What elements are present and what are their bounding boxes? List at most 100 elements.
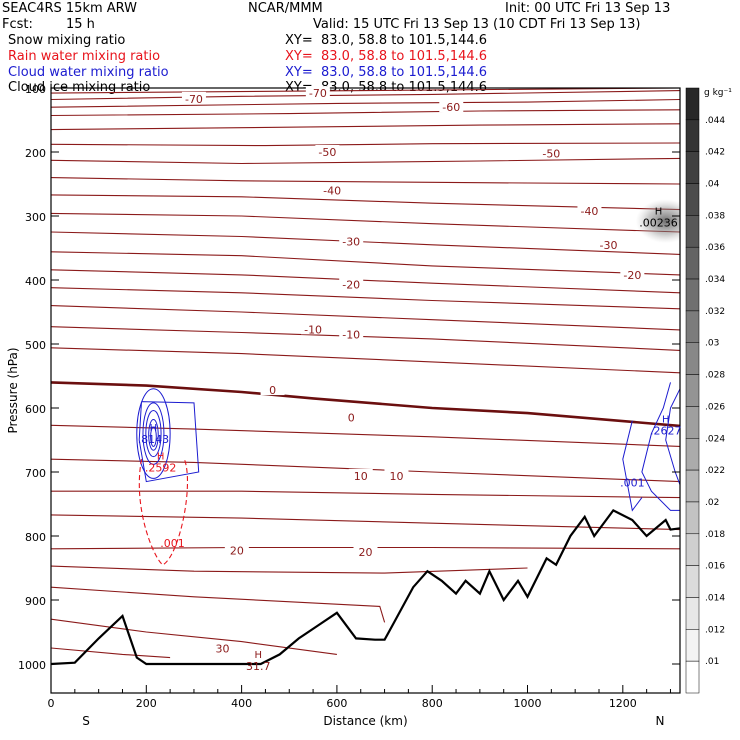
- y-tick-label: 100: [25, 83, 46, 96]
- isotherm-label-bg: [384, 468, 409, 481]
- model-title: SEAC4RS 15km ARW: [2, 1, 138, 16]
- cloud-water-contour: [145, 410, 162, 458]
- isotherm-line: [51, 647, 171, 659]
- y-tick-label: 700: [25, 467, 46, 480]
- isotherm-line: [51, 90, 680, 101]
- x-tick-label: 600: [326, 697, 347, 710]
- isotherm-label-bg: [210, 641, 235, 654]
- colorbar-segment: [685, 501, 700, 535]
- colorbar-segment: [685, 342, 700, 375]
- cloud-water-contour: [136, 388, 171, 479]
- x-axis-title: Distance (km): [323, 714, 407, 728]
- colorbar-tick-label: .012: [705, 625, 725, 635]
- y-tick-label: 500: [25, 339, 46, 352]
- isotherm-label: -20: [623, 269, 641, 282]
- isotherm-label-bg: [305, 86, 330, 99]
- cloud-water-contour: [665, 388, 680, 485]
- colorbar-segment: [685, 183, 700, 216]
- extremum-value: .2627: [650, 424, 682, 437]
- isotherm-label-bg: [620, 267, 645, 280]
- colorbar-tick-label: .024: [705, 434, 725, 444]
- colorbar-tick-label: .044: [705, 116, 725, 126]
- extremum-marker: H: [655, 206, 663, 217]
- center-title: NCAR/MMM: [248, 1, 323, 16]
- isotherm-label-bg: [181, 91, 206, 104]
- isotherm-line: [51, 88, 680, 94]
- isotherm-label-bg: [301, 322, 326, 335]
- isotherm-line: [51, 177, 680, 185]
- isotherm-line: [51, 326, 680, 351]
- colorbar-tick-label: .042: [705, 148, 725, 158]
- colorbar-tick-label: .032: [705, 307, 725, 317]
- field-name-rain: Rain water mixing ratio: [8, 49, 161, 64]
- colorbar-tick-label: .04: [705, 180, 720, 190]
- colorbar-segment: [685, 374, 700, 407]
- colorbar-tick-label: .018: [705, 530, 725, 540]
- isotherm-label: 0: [348, 412, 355, 425]
- forecast-hour: 15 h: [66, 17, 95, 32]
- x-tick-label: 400: [231, 697, 252, 710]
- y-tick-label: 900: [25, 595, 46, 608]
- isotherm-label-bg: [339, 410, 364, 423]
- isotherm-line: [51, 157, 680, 165]
- forecast-label: Fcst:: [2, 17, 33, 32]
- isotherm-line: [51, 287, 680, 310]
- y-tick-label: 600: [25, 403, 46, 416]
- colorbar-segment: [685, 119, 700, 152]
- cloud-water-contour: [148, 419, 159, 451]
- isotherm-label: -50: [542, 147, 560, 160]
- isotherm-line: [51, 109, 680, 117]
- terrain-line: [51, 509, 680, 666]
- extremum-value: .2592: [145, 462, 177, 475]
- extremum-value: .00236: [639, 216, 678, 229]
- colorbar-segment: [685, 151, 700, 184]
- isotherm-label: -10: [342, 328, 360, 341]
- y-tick-label: 400: [25, 275, 46, 288]
- isotherm-line: [51, 514, 680, 531]
- isotherm-line: [51, 269, 680, 294]
- field-name-snow: Snow mixing ratio: [8, 33, 126, 48]
- isotherm-label: -40: [580, 205, 598, 218]
- cloud-water-contour: [142, 402, 165, 465]
- extremum-marker: H: [157, 452, 165, 463]
- extremum-marker: H: [662, 414, 670, 425]
- isotherm-label: 0: [269, 384, 276, 397]
- isotherm-line: [51, 565, 528, 574]
- x-tick-label: 1000: [514, 697, 542, 710]
- colorbar-segment: [685, 533, 700, 566]
- isotherm-line: [51, 347, 680, 374]
- colorbar-segment: [685, 565, 700, 598]
- isotherm-label: 20: [230, 545, 244, 558]
- isotherm-label: -20: [342, 278, 360, 291]
- colorbar-tick-label: .036: [705, 243, 725, 253]
- isotherm-label: -30: [600, 239, 618, 252]
- isotherm-label: 20: [359, 546, 373, 559]
- colorbar-segment: [685, 660, 700, 694]
- isotherm-label-bg: [348, 468, 373, 481]
- isotherm-line: [51, 142, 680, 147]
- isotherm-label-bg: [224, 543, 249, 556]
- south-label: S: [82, 714, 90, 728]
- y-tick-label: 300: [25, 211, 46, 224]
- isotherm-label-bg: [596, 237, 621, 250]
- isotherm-label-bg: [339, 234, 364, 247]
- colorbar-segment: [685, 438, 700, 471]
- isotherm-label: 10: [389, 470, 403, 483]
- x-tick-label: 1200: [609, 697, 637, 710]
- isotherm-line: [51, 458, 680, 483]
- extremum-value: 31.7: [246, 660, 271, 673]
- isotherm-label-bg: [339, 327, 364, 340]
- isotherm-label-bg: [339, 277, 364, 290]
- colorbar-tick-label: .01: [705, 657, 719, 667]
- isotherm-line: [51, 424, 680, 447]
- colorbar-segment: [685, 278, 700, 312]
- y-tick-label: 200: [25, 147, 46, 160]
- isotherm-label: -40: [323, 184, 341, 197]
- isotherm-label: 30: [216, 643, 230, 656]
- isotherm-line: [51, 212, 680, 233]
- colorbar-tick-label: .016: [705, 562, 725, 572]
- rain-water-contour: [138, 459, 188, 566]
- isotherm-label: 10: [354, 470, 368, 483]
- cloud-water-contour: [138, 401, 200, 483]
